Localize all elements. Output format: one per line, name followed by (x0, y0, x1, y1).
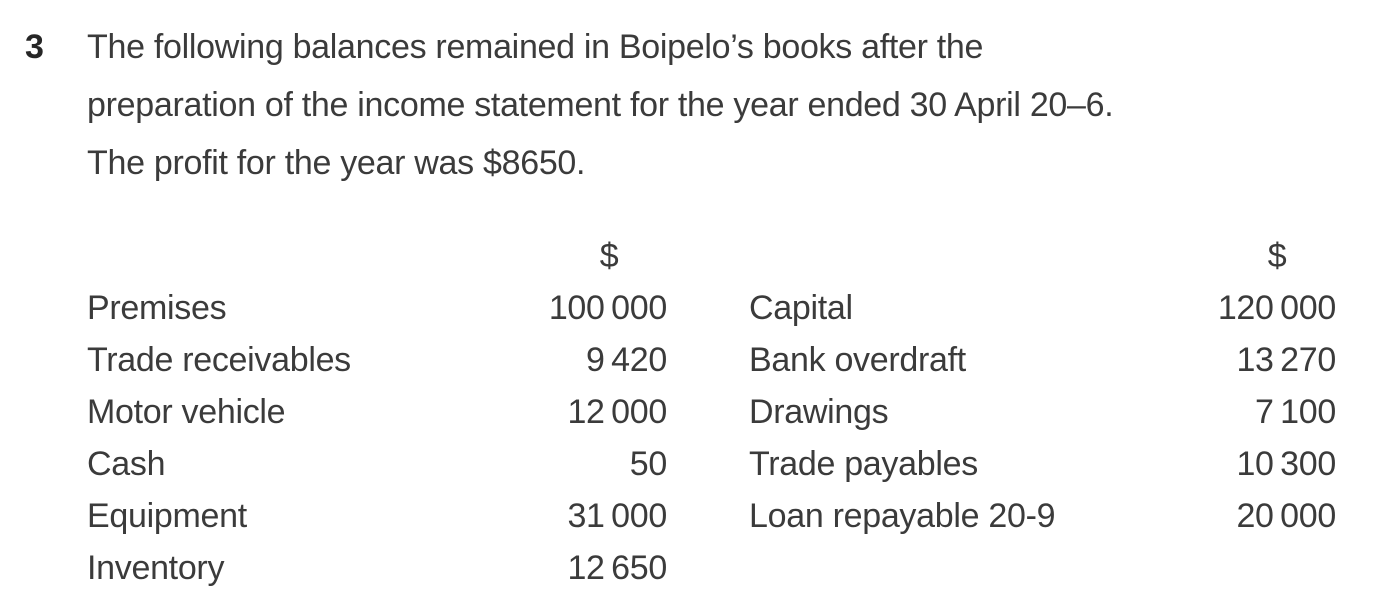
table-row: Cash 50 Trade payables 10 300 (87, 438, 1337, 490)
account-amount: 50 (629, 445, 668, 483)
account-label: Equipment (87, 497, 247, 535)
account-label: Drawings (749, 393, 889, 431)
account-amount: 20 000 (1236, 497, 1336, 535)
balances-table: $ $ Premises 100 000 Capital 120 000 Tra… (87, 230, 1337, 594)
account-amount (1184, 542, 1336, 594)
account-amount: 13 270 (1236, 341, 1336, 379)
account-amount: 12 000 (567, 393, 667, 431)
currency-header-left: $ (599, 237, 619, 275)
account-amount: 12 650 (567, 549, 667, 587)
account-label: Trade payables (749, 445, 978, 483)
table-row: Premises 100 000 Capital 120 000 (87, 282, 1337, 334)
question-number: 3 (25, 28, 44, 66)
account-amount: 100 000 (548, 289, 667, 327)
question-text-line-1: The following balances remained in Boipe… (87, 28, 984, 66)
question-text-line-3: The profit for the year was $8650. (87, 144, 586, 182)
account-label: Cash (87, 445, 166, 483)
account-label (749, 542, 1184, 594)
table-header-row: $ $ (87, 230, 1337, 282)
account-label: Premises (87, 289, 227, 327)
account-label: Motor vehicle (87, 393, 286, 431)
account-amount: 31 000 (567, 497, 667, 535)
table-row: Equipment 31 000 Loan repayable 20-9 20 … (87, 490, 1337, 542)
table-row: Inventory 12 650 (87, 542, 1337, 594)
question-body: The following balances remained in Boipe… (87, 18, 1337, 594)
question-text-line-2: preparation of the income statement for … (87, 86, 1114, 124)
account-amount: 120 000 (1217, 289, 1336, 327)
currency-header-right: $ (1267, 237, 1287, 275)
account-amount: 9 420 (586, 341, 667, 379)
account-label: Bank overdraft (749, 341, 966, 379)
account-amount: 7 100 (1255, 393, 1336, 431)
account-label: Inventory (87, 549, 225, 587)
table-row: Trade receivables 9 420 Bank overdraft 1… (87, 334, 1337, 386)
table-row: Motor vehicle 12 000 Drawings 7 100 (87, 386, 1337, 438)
account-label: Capital (749, 289, 853, 327)
account-amount: 10 300 (1236, 445, 1336, 483)
account-label: Trade receivables (87, 341, 351, 379)
question-text: The following balances remained in Boipe… (87, 18, 1337, 192)
account-label: Loan repayable 20-9 (749, 497, 1056, 535)
